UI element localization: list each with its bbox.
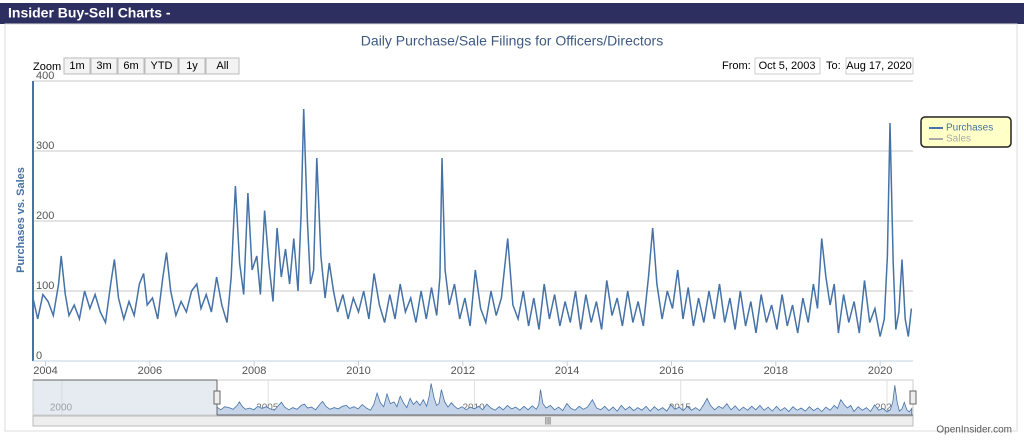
zoom-button-label: 1y (186, 60, 198, 72)
x-tick-label: 2006 (138, 365, 162, 377)
scrollbar-grip: ||| (545, 416, 551, 425)
y-tick-label: 100 (36, 280, 54, 292)
zoom-button[interactable] (144, 57, 179, 75)
y-tick-label: 400 (36, 70, 54, 82)
x-tick-label: 2020 (868, 365, 892, 377)
zoom-button[interactable] (90, 57, 118, 75)
header-bar (0, 3, 1024, 24)
y-tick-label: 0 (36, 350, 42, 362)
x-tick-label: 2004 (33, 365, 57, 377)
to-input[interactable] (845, 57, 914, 75)
legend-label[interactable]: Purchases (946, 123, 993, 134)
series-line (32, 108, 913, 337)
to-value: Aug 17, 2020 (846, 60, 911, 72)
zoom-button-label: All (216, 60, 228, 72)
scrollbar[interactable] (32, 415, 914, 427)
zoom-button[interactable] (117, 57, 145, 75)
y-tick-label: 200 (36, 210, 54, 222)
from-input[interactable] (754, 57, 821, 75)
chart-frame (4, 23, 1018, 432)
zoom-button-label: 1m (69, 60, 84, 72)
zoom-button-label: YTD (151, 60, 173, 72)
legend-label[interactable]: Sales (946, 134, 971, 145)
zoom-button[interactable] (178, 57, 206, 75)
footer-credit: OpenInsider.com (936, 425, 1012, 436)
from-label: From: (722, 60, 751, 72)
zoom-label: Zoom (33, 61, 61, 73)
from-value: Oct 5, 2003 (759, 60, 816, 72)
legend-box (920, 116, 1012, 148)
chart-title: Daily Purchase/Sale Filings for Officers… (361, 33, 663, 49)
y-tick-label: 300 (36, 140, 54, 152)
to-label: To: (826, 60, 841, 72)
zoom-button-label: 3m (96, 60, 111, 72)
zoom-button[interactable] (205, 57, 240, 75)
zoom-button-label: 6m (123, 60, 138, 72)
y-axis-label: Purchases vs. Sales (15, 167, 27, 273)
x-tick-label: 2010 (346, 365, 370, 377)
navigator-handle[interactable] (213, 390, 221, 405)
navigator-tick-label: 2010 (462, 403, 485, 414)
zoom-button[interactable] (63, 57, 91, 75)
navigator-mask (33, 380, 218, 415)
x-tick-label: 2016 (659, 365, 683, 377)
x-tick-label: 2018 (764, 365, 788, 377)
x-tick-label: 2012 (451, 365, 475, 377)
x-tick-label: 2008 (242, 365, 266, 377)
navigator-area (216, 383, 913, 416)
navigator-handle[interactable] (909, 390, 917, 405)
x-tick-label: 2014 (555, 365, 579, 377)
navigator-tick-label: 2000 (50, 403, 73, 414)
navigator-tick-label: 2020 (875, 403, 898, 414)
header-title: Insider Buy-Sell Charts - (8, 5, 171, 21)
